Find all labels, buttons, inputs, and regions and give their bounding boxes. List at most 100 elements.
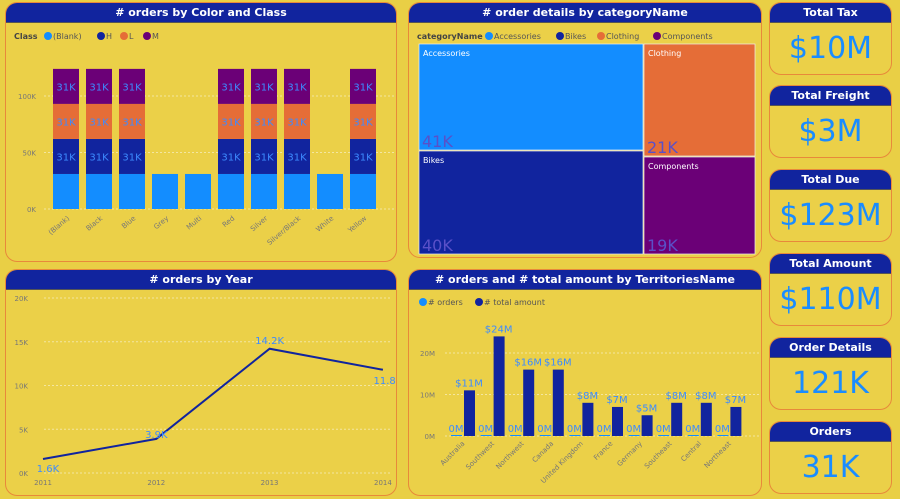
tile-name: Accessories (423, 49, 470, 58)
amount-bar (493, 336, 505, 436)
legend-marker (120, 32, 128, 40)
x-tick: Yellow (346, 214, 369, 235)
data-label: $24M (485, 324, 513, 335)
treemap-tile (643, 43, 756, 157)
bar-segment (350, 173, 376, 209)
card-value: $3M (798, 114, 863, 149)
bar-segment (251, 138, 277, 174)
x-tick: Blue (120, 214, 137, 230)
bar-segment (284, 173, 310, 209)
data-label: 0M (715, 424, 730, 435)
card-value: $110M (779, 282, 882, 317)
y-tick: 0K (19, 470, 28, 478)
x-tick: 2012 (147, 479, 165, 487)
bar-segment (284, 68, 310, 104)
orders-bar (480, 435, 492, 436)
x-tick: (Blank) (47, 214, 71, 236)
orders-bar (539, 435, 551, 436)
bar-segment (350, 68, 376, 104)
line-plot: 0K 5K 10K 15K 20K 2011 1.6K 2012 3.9K 2013 14.2K 20… (15, 295, 397, 487)
x-tick: Silver (249, 214, 269, 233)
card-title: Total Due (770, 170, 891, 190)
kpi-card: Total Tax $10M (769, 2, 892, 75)
card-value: 31K (801, 450, 860, 485)
legend-item: L (129, 32, 134, 41)
x-tick: Black (85, 214, 105, 233)
bar-segment (119, 103, 145, 139)
x-tick: Southwest (464, 440, 496, 472)
card-title: Total Freight (770, 86, 891, 106)
amount-bar (700, 402, 712, 436)
x-tick: France (592, 440, 614, 462)
x-tick: Southeast (643, 440, 674, 471)
legend-item: Bikes (565, 32, 586, 41)
data-label: $8M (666, 391, 687, 402)
treemap-tile (643, 156, 756, 255)
treemap-tile (418, 150, 644, 255)
x-tick: Central (680, 440, 704, 464)
data-label: 31K (353, 82, 373, 93)
bar-segment (86, 103, 112, 139)
amount-bar (671, 402, 683, 436)
data-label: 31K (221, 152, 241, 163)
bar-segment (53, 68, 79, 104)
y-tick: 20K (15, 295, 29, 303)
kpi-card: Orders 31K (769, 421, 892, 494)
bar-segment (86, 68, 112, 104)
legend-item: # total amount (484, 298, 545, 307)
tile-value: 41K (422, 132, 453, 151)
orders-bar (599, 435, 610, 436)
legend-marker (485, 32, 493, 40)
treemap-tile (418, 43, 644, 151)
data-label: 0M (567, 424, 582, 435)
card-value: $10M (788, 31, 873, 66)
kpi-card: Total Amount $110M (769, 253, 892, 326)
bar-segment (218, 173, 244, 209)
data-label: 31K (287, 117, 307, 128)
legend-marker (419, 298, 427, 306)
data-label: 31K (353, 152, 373, 163)
orders-bar (658, 435, 670, 436)
x-tick: Grey (152, 214, 170, 231)
legend-marker (556, 32, 564, 40)
x-tick: Australia (439, 440, 467, 468)
tile-value: 19K (647, 236, 678, 255)
orders-bar (569, 435, 581, 436)
orders-bar (510, 435, 522, 436)
data-label: $8M (577, 391, 598, 402)
tile-name: Clothing (648, 49, 681, 58)
y-tick: 20M (420, 350, 435, 358)
x-tick: Northwest (494, 440, 525, 471)
chart-title: # orders by Color and Class (6, 3, 396, 23)
legend-marker (97, 32, 105, 40)
orders-bar (628, 435, 640, 436)
y-tick: 0M (425, 433, 436, 441)
x-tick: 2011 (34, 479, 52, 487)
legend-item: Clothing (606, 32, 639, 41)
data-label: $8M (695, 391, 716, 402)
legend-marker (143, 32, 151, 40)
tile-name: Components (648, 162, 699, 171)
y-tick: 10K (15, 383, 29, 391)
x-tick: Silver/Black (266, 214, 303, 247)
bar-segment (284, 103, 310, 139)
bar-segment (86, 173, 112, 209)
data-label: 14.2K (255, 336, 284, 347)
data-label: 31K (287, 82, 307, 93)
x-tick: Germany (616, 440, 644, 468)
data-label: 31K (122, 152, 142, 163)
color-class-chart: # orders by Color and Class Class (Blank)… (5, 2, 397, 262)
series-line (42, 347, 384, 460)
data-label: 31K (56, 117, 76, 128)
legend-marker (44, 32, 52, 40)
legend-item: # orders (428, 298, 463, 307)
legend-item: (Blank) (53, 32, 82, 41)
y-tick: 5K (19, 426, 28, 434)
color-class-plot: Class (Blank) H L M 0K 50K 100K 31K 31K 31K (Blank)… (14, 32, 394, 247)
data-label: $16M (544, 358, 572, 369)
bar-segment (251, 68, 277, 104)
x-tick: Canada (531, 440, 555, 464)
amount-bar (523, 369, 535, 436)
data-label: 31K (122, 117, 142, 128)
y-tick: 0K (27, 206, 36, 214)
